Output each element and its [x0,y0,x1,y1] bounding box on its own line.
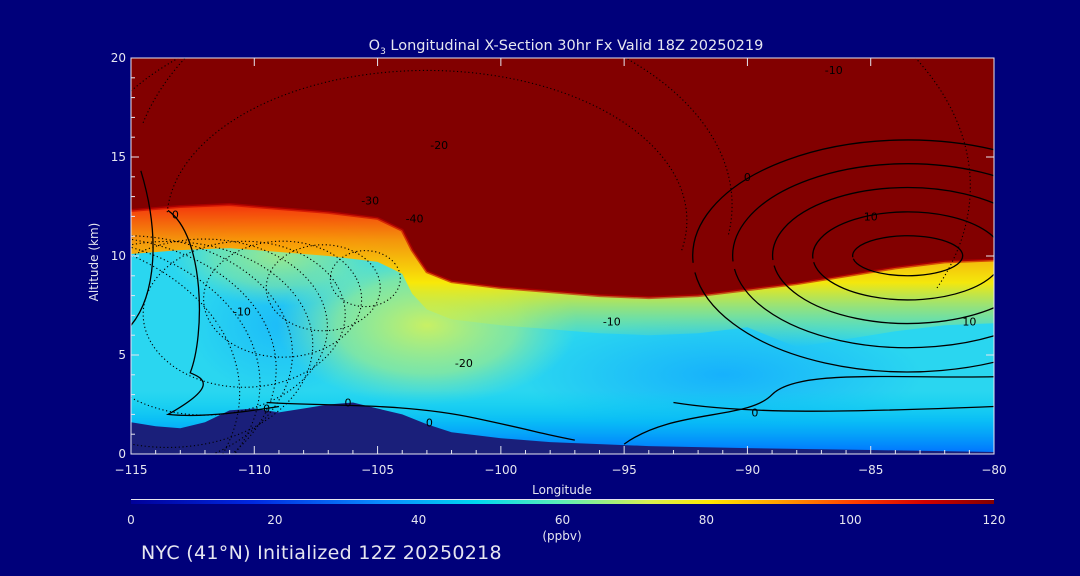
colorbar-tick-label: 120 [983,513,1006,527]
title-species-subscript: 3 [380,47,386,57]
colorbar-tick-label: 0 [127,513,135,527]
y-tick-label: 10 [111,249,126,263]
contour-label: -20 [430,139,448,152]
contour-label: -10 [825,64,843,77]
contour-label: 10 [962,315,976,328]
terrain [131,402,994,454]
x-axis-title: Longitude [532,483,592,497]
contour-positive [732,163,994,349]
colorbar-tick-label: 40 [411,513,426,527]
x-tick-label: −80 [981,463,1006,477]
contour-negative [203,240,363,358]
wind-contours: -40 -30 -20 -20 -10 -10 -10 0 0 0 0 0 0 10 10 [131,58,994,454]
colorbar-unit-label: (ppbv) [542,529,581,543]
y-tick-label: 0 [118,447,126,461]
y-axis-title: Altitude (km) [87,223,101,302]
contour-label: 0 [426,416,433,429]
title-text: Longitudinal X-Section 30hr Fx Valid 18Z… [386,38,764,54]
colorbar-tick-label: 100 [839,513,862,527]
footer-init-info: NYC (41°N) Initialized 12Z 20250218 [141,542,502,564]
title-species: O [369,38,380,54]
x-tick-label: −90 [735,463,760,477]
contour-label: 10 [864,210,878,223]
contour-positive [812,211,994,301]
x-tick-label: −85 [858,463,883,477]
x-tick-label: −105 [361,463,394,477]
tropopause-edge [131,202,994,300]
axes: −115 −110 −105 −100 −95 −90 −85 −80 0 5 10 15 20 [111,51,1007,477]
contour-negative [265,244,381,332]
contour-negative [131,235,293,454]
colorbar-gradient [131,500,994,504]
contour-negative [131,58,733,235]
tropopause-transition [131,203,994,348]
contour-label: 0 [172,208,179,221]
colorbar-tick-label: 80 [699,513,714,527]
contour-label: 0 [744,171,751,184]
x-tick-label: −110 [238,463,271,477]
contour-negative [329,250,401,308]
contour-label: 0 [751,406,758,419]
contour-label: 0 [344,397,351,410]
contour-label: -40 [406,212,424,225]
y-tick-label: 5 [118,348,126,362]
x-tick-label: −95 [611,463,636,477]
contour-label: 0 [263,402,270,415]
contour-positive [771,186,994,325]
contour-negative [131,238,328,416]
contour-label: -10 [603,315,621,328]
contour-label: -10 [233,305,251,318]
contour-zero [165,209,280,417]
y-tick-label: 20 [111,51,126,65]
contour-zero [673,401,994,412]
x-tick-label: −115 [115,463,148,477]
contour-positive [852,235,964,277]
colorbar: 0 20 40 60 80 100 120 [127,499,1006,527]
contour-positive [692,139,994,373]
contour-negative [142,240,346,388]
contour-zero [266,401,575,441]
ozone-field [131,58,994,454]
contour-label: -20 [455,357,473,370]
stratosphere-fill [131,58,994,298]
colorbar-tick-label: 60 [555,513,570,527]
contour-label: -30 [361,195,379,208]
x-tick-label: −100 [484,463,517,477]
chart-title: O3 Longitudinal X-Section 30hr Fx Valid … [369,38,764,57]
contour-zero [623,375,994,445]
contour-zero [131,170,154,326]
colorbar-tick-label: 20 [267,513,282,527]
y-tick-label: 15 [111,150,126,164]
